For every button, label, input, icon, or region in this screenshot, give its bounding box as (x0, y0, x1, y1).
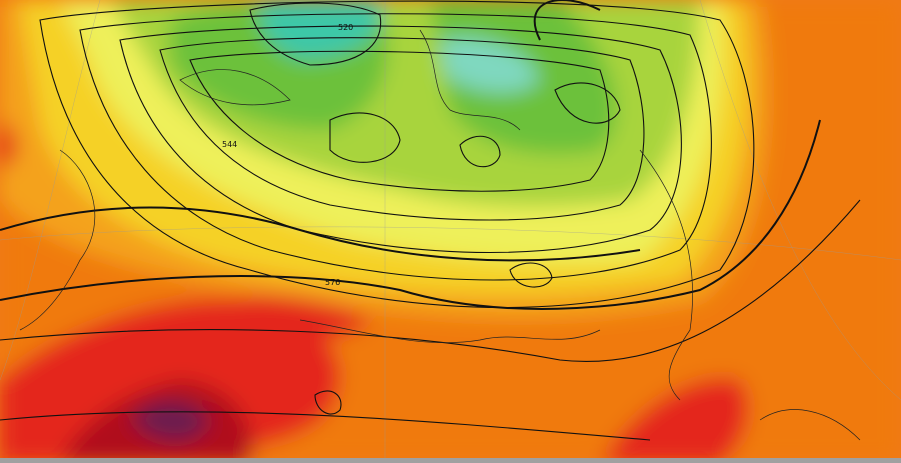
height-contours (0, 0, 861, 441)
contour-labels: 544 576 520 (222, 23, 353, 287)
coastlines (19, 29, 861, 441)
bottom-strip (0, 458, 901, 463)
contour-label: 520 (338, 23, 353, 32)
contour-label: 576 (325, 278, 340, 287)
contour-label: 544 (222, 140, 237, 149)
